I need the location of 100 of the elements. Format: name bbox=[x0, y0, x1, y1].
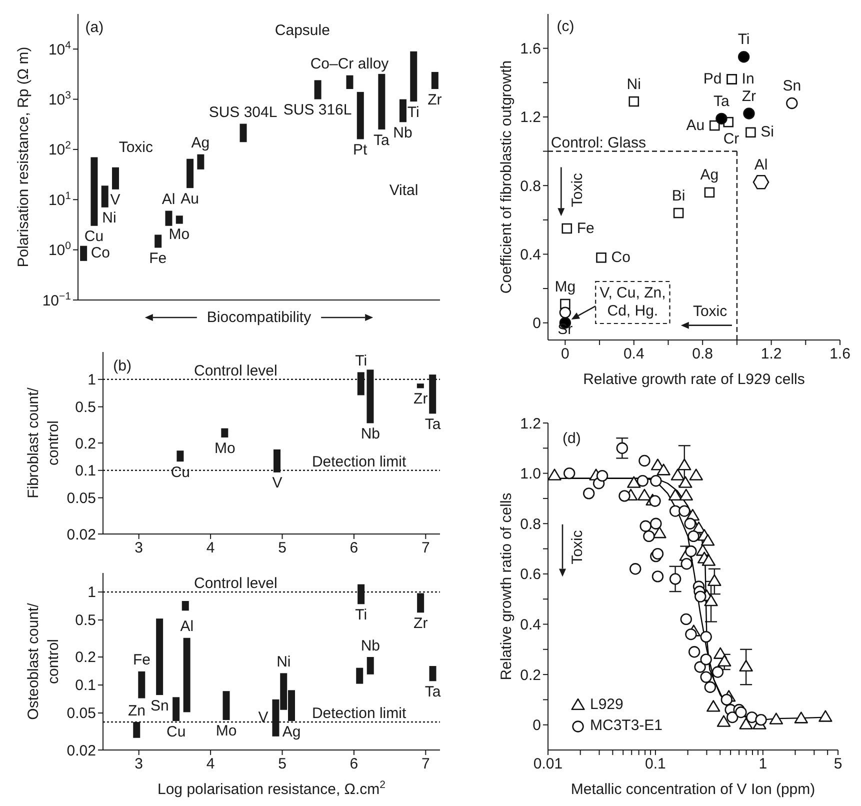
x-axis-title: Relative growth rate of L929 cells bbox=[583, 371, 805, 388]
ref-line-label: Control: Glass bbox=[550, 134, 646, 152]
data-label: Ti bbox=[355, 352, 368, 370]
x-tick-label: 0.8 bbox=[692, 345, 714, 362]
annotation: Toxic bbox=[118, 139, 154, 156]
data-label: Ti bbox=[738, 31, 750, 48]
annotation: (a) bbox=[85, 19, 104, 36]
ref-line-label: Control level bbox=[194, 574, 278, 592]
data-label: Al bbox=[180, 618, 194, 636]
y-tick-label: 0.05 bbox=[66, 490, 96, 508]
data-label: Co–Cr alloy bbox=[310, 56, 390, 73]
x-axis-title: Log polarisation resistance, Ω.cm$^{2}$ bbox=[158, 779, 386, 798]
y-tick-label: 0.02 bbox=[66, 742, 96, 760]
x-tick-label: 1.6 bbox=[830, 345, 850, 362]
data-label: Al bbox=[754, 156, 768, 174]
y-tick-label: 0.1 bbox=[75, 462, 96, 480]
data-label: Cu bbox=[84, 228, 104, 246]
annotation: Toxic bbox=[568, 530, 586, 564]
data-label: Mo bbox=[216, 722, 237, 740]
x-tick-label: 0.1 bbox=[645, 755, 666, 772]
y-tick-label: 10$^{2}$ bbox=[48, 140, 72, 159]
data-label: Ta bbox=[424, 416, 442, 433]
data-label: Cu bbox=[166, 723, 186, 740]
data-label: Al bbox=[162, 191, 176, 208]
data-label: Zr bbox=[428, 91, 442, 108]
data-label: Ni bbox=[276, 653, 291, 670]
annotation: (c) bbox=[556, 18, 574, 35]
y-tick-label: 1 bbox=[88, 372, 96, 389]
data-label: Ag bbox=[191, 134, 210, 152]
data-label: Mg bbox=[554, 278, 576, 296]
y-tick-label: 0 bbox=[532, 315, 541, 332]
annotation: (d) bbox=[562, 430, 581, 448]
legend-label: L929 bbox=[590, 695, 624, 715]
x-axis-title: Metallic concentration of V Ion (ppm) bbox=[570, 781, 816, 798]
data-label: V bbox=[110, 192, 120, 209]
data-label: Ti bbox=[355, 606, 368, 624]
data-label: Ta bbox=[374, 132, 390, 149]
annotation: Toxic bbox=[568, 172, 586, 208]
data-label: Mo bbox=[168, 226, 190, 244]
x-tick-label: 4 bbox=[206, 539, 215, 556]
data-label: Bi bbox=[672, 187, 686, 204]
y-tick-label: 1.2 bbox=[520, 415, 541, 432]
y-tick-label: 10$^{1}$ bbox=[48, 190, 72, 209]
annotation: Toxic bbox=[692, 303, 728, 320]
y-tick-label: 10$^{3}$ bbox=[48, 90, 72, 109]
data-label: Co bbox=[611, 248, 630, 266]
data-label: Zn bbox=[128, 702, 146, 720]
data-label: Mo bbox=[214, 440, 236, 457]
data-label: V bbox=[258, 709, 268, 726]
y-tick-label: 0.1 bbox=[75, 677, 96, 694]
y-tick-label: 0.8 bbox=[520, 516, 541, 533]
data-label: Co bbox=[90, 244, 110, 262]
data-label: Nb bbox=[360, 637, 380, 654]
y-tick-label: 0.4 bbox=[520, 616, 541, 634]
x-tick-label: 3 bbox=[134, 755, 144, 772]
data-label: Sn bbox=[782, 78, 802, 95]
x-tick-label: 5 bbox=[278, 539, 286, 556]
y-tick-label: 0.6 bbox=[520, 566, 541, 584]
y-tick-label: 10$^{0}$ bbox=[48, 240, 72, 260]
y-tick-label: 0.4 bbox=[520, 246, 541, 264]
data-label: Nb bbox=[393, 124, 412, 142]
y-tick-label: 10$^{4}$ bbox=[48, 39, 72, 58]
y-tick-label: 0.5 bbox=[75, 612, 96, 630]
y-axis-title: Relative growth ratio of cells bbox=[498, 492, 515, 680]
y-tick-label: 0.2 bbox=[75, 649, 96, 666]
y-tick-label: 0.2 bbox=[75, 435, 96, 452]
data-label: Cr bbox=[723, 130, 740, 148]
y-tick-label: 0 bbox=[532, 717, 541, 734]
data-label: Pt bbox=[353, 142, 368, 159]
data-label: Zr bbox=[414, 614, 428, 632]
data-label: Ag bbox=[700, 166, 719, 184]
y-tick-label: 0.02 bbox=[66, 526, 96, 544]
y-tick-label: 10$^{−1}$ bbox=[42, 290, 72, 310]
x-tick-label: 1 bbox=[758, 755, 768, 772]
data-label: Pd bbox=[703, 70, 722, 88]
ref-line-label: Control level bbox=[194, 362, 278, 380]
x-tick-label: 5 bbox=[834, 755, 842, 772]
y-tick-label: 0.05 bbox=[66, 705, 96, 722]
x-tick-label: 7 bbox=[421, 755, 430, 772]
data-label: Ni bbox=[102, 210, 116, 227]
data-label: In bbox=[742, 70, 754, 88]
annotation: (b) bbox=[113, 357, 132, 374]
data-label: Si bbox=[760, 124, 774, 141]
data-label: Au bbox=[180, 190, 199, 208]
ref-line-label: Detection limit bbox=[312, 705, 407, 722]
data-label: Ni bbox=[626, 76, 641, 93]
x-tick-label: 0.4 bbox=[623, 345, 644, 362]
ref-line-label: Detection limit bbox=[312, 453, 407, 470]
x-tick-label: 6 bbox=[350, 755, 358, 772]
y-axis-title: Coefficient of fibroblastic outgrowth bbox=[498, 60, 515, 294]
y-axis-title: Polarisation resistance, Rp (Ω m) bbox=[14, 46, 32, 268]
annotation: Vital bbox=[389, 182, 418, 200]
data-label: Ta bbox=[714, 92, 730, 110]
y-tick-label: 0.5 bbox=[75, 399, 96, 416]
data-label: Fe bbox=[132, 652, 150, 669]
x-tick-label: 0.01 bbox=[533, 755, 563, 772]
y-tick-label: 1.6 bbox=[520, 40, 541, 58]
data-label: Sn bbox=[150, 697, 169, 714]
x-tick-label: 0 bbox=[561, 345, 570, 362]
data-label: Ti bbox=[407, 104, 420, 121]
